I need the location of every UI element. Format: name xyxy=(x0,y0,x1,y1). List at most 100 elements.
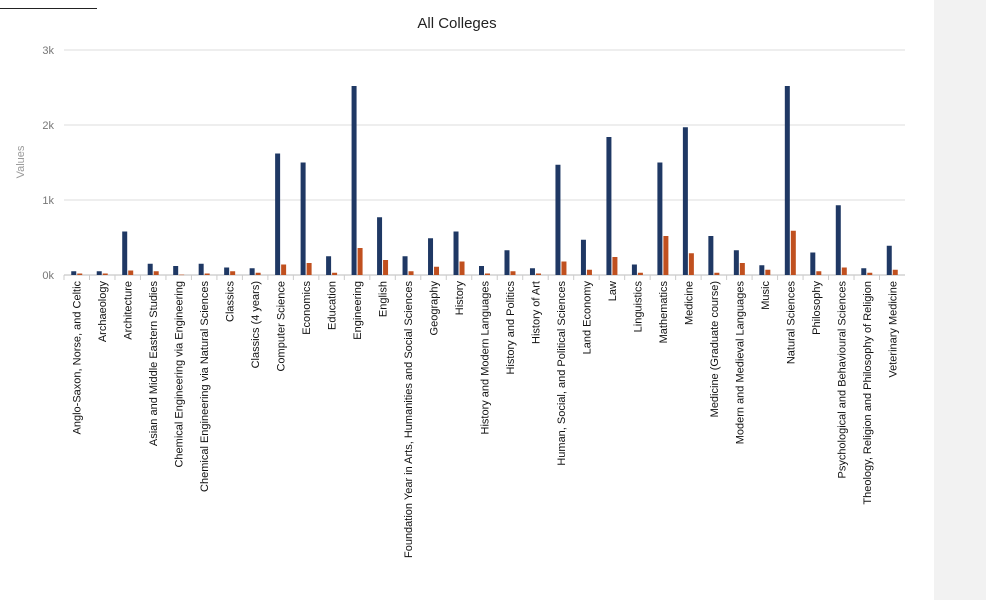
bar xyxy=(300,162,306,275)
x-tick-label: Geography xyxy=(429,281,441,336)
bar xyxy=(841,267,847,275)
bar xyxy=(637,272,643,275)
x-tick-label: Foundation Year in Arts, Humanities and … xyxy=(403,281,415,558)
bar xyxy=(377,217,383,275)
y-tick-label: 1k xyxy=(42,195,54,207)
bar xyxy=(816,271,822,275)
bar xyxy=(714,272,720,275)
bar xyxy=(561,261,567,275)
bar xyxy=(179,274,185,276)
x-tick-labels: Anglo-Saxon, Norse, and Celtic Archaeolog… xyxy=(63,275,899,558)
bar xyxy=(765,269,771,275)
x-tick-label: Land Economy xyxy=(581,281,593,355)
bar xyxy=(71,271,77,275)
bar xyxy=(128,270,134,275)
bar-chart: All Colleges Values 0k 1k 2k 3k Anglo-Saxon… xyxy=(15,15,905,558)
bar xyxy=(224,267,230,275)
bar xyxy=(479,266,484,275)
bar xyxy=(861,268,867,275)
x-tick-label: Architecture xyxy=(123,281,135,340)
x-tick-label: Computer Science xyxy=(276,281,288,372)
bar xyxy=(326,256,332,275)
x-tick-label: Medicine (Graduate course) xyxy=(709,281,721,417)
bar xyxy=(147,263,153,275)
bar xyxy=(810,252,816,275)
bar xyxy=(835,205,841,275)
y-tick-label: 3k xyxy=(42,45,54,57)
gridlines xyxy=(64,49,905,276)
x-tick-label: History and Politics xyxy=(505,281,517,375)
bar xyxy=(383,260,389,275)
x-tick-label: Modern and Medieval Languages xyxy=(734,281,746,445)
bar xyxy=(555,164,561,275)
x-tick-label: English xyxy=(378,281,390,317)
bars xyxy=(71,86,898,276)
bar xyxy=(275,153,281,275)
x-tick-label: Human, Social, and Political Sciences xyxy=(556,281,568,466)
x-tick-label: Anglo-Saxon, Norse, and Celtic xyxy=(72,281,84,435)
bar xyxy=(306,263,312,275)
bar xyxy=(504,250,510,275)
bar xyxy=(682,127,688,275)
bar xyxy=(535,273,541,275)
side-panel xyxy=(934,0,986,600)
bar xyxy=(631,264,637,275)
bar xyxy=(867,272,873,275)
bar xyxy=(612,257,618,275)
bar xyxy=(663,236,669,275)
bar xyxy=(351,86,357,275)
x-tick-label: Classics xyxy=(225,281,237,322)
bar xyxy=(790,230,796,275)
x-tick-label: Linguistics xyxy=(632,281,644,333)
bar xyxy=(122,231,128,275)
x-tick-label: History and Modern Languages xyxy=(480,281,492,435)
y-tick-label: 2k xyxy=(42,120,54,132)
x-tick-label: Theology, Religion and Philosophy of Rel… xyxy=(862,281,874,505)
x-tick-label: Asian and Middle Eastern Studies xyxy=(148,281,160,447)
x-tick-label: Philosophy xyxy=(811,281,823,335)
y-tick-label: 0k xyxy=(42,270,54,282)
x-tick-label: Natural Sciences xyxy=(785,281,797,365)
bar xyxy=(510,271,516,275)
x-tick-label: Psychological and Behavioural Sciences xyxy=(836,281,848,479)
bar xyxy=(281,264,287,275)
x-tick-label: Classics (4 years) xyxy=(250,281,262,368)
x-tick-label: History of Art xyxy=(530,281,542,344)
bar xyxy=(586,269,592,275)
bar xyxy=(657,162,663,275)
top-divider xyxy=(0,8,97,9)
bar xyxy=(580,239,586,275)
bar xyxy=(255,272,261,275)
x-tick-label: Archaeology xyxy=(97,281,109,343)
x-tick-label: Economics xyxy=(301,281,313,335)
bar xyxy=(408,271,414,275)
bar xyxy=(733,250,739,275)
bar xyxy=(357,248,363,275)
bar xyxy=(204,273,210,275)
bar xyxy=(230,271,236,275)
x-tick-label: History xyxy=(454,281,466,316)
bar xyxy=(886,245,892,275)
x-tick-label: Education xyxy=(327,281,339,330)
bar xyxy=(173,266,179,275)
x-tick-label: Chemical Engineering via Engineering xyxy=(174,281,186,468)
x-tick-label: Law xyxy=(607,281,619,301)
bar xyxy=(784,86,790,275)
bar xyxy=(606,137,612,275)
chart-area: All Colleges Values 0k 1k 2k 3k Anglo-Saxon… xyxy=(0,8,905,558)
bar xyxy=(102,273,108,275)
bar xyxy=(198,263,204,275)
bar xyxy=(402,256,408,275)
bar xyxy=(96,271,102,275)
y-tick-labels: 0k 1k 2k 3k xyxy=(42,45,54,282)
x-tick-label: Veterinary Medicine xyxy=(887,281,899,378)
y-axis-label: Values xyxy=(15,145,27,178)
bar xyxy=(708,236,714,275)
x-tick-label: Engineering xyxy=(352,281,364,340)
bar xyxy=(529,268,535,275)
bar xyxy=(485,273,490,275)
bar xyxy=(153,271,159,275)
x-tick-label: Medicine xyxy=(683,281,695,325)
bar xyxy=(428,238,434,275)
x-tick-label: Chemical Engineering via Natural Science… xyxy=(199,281,211,492)
